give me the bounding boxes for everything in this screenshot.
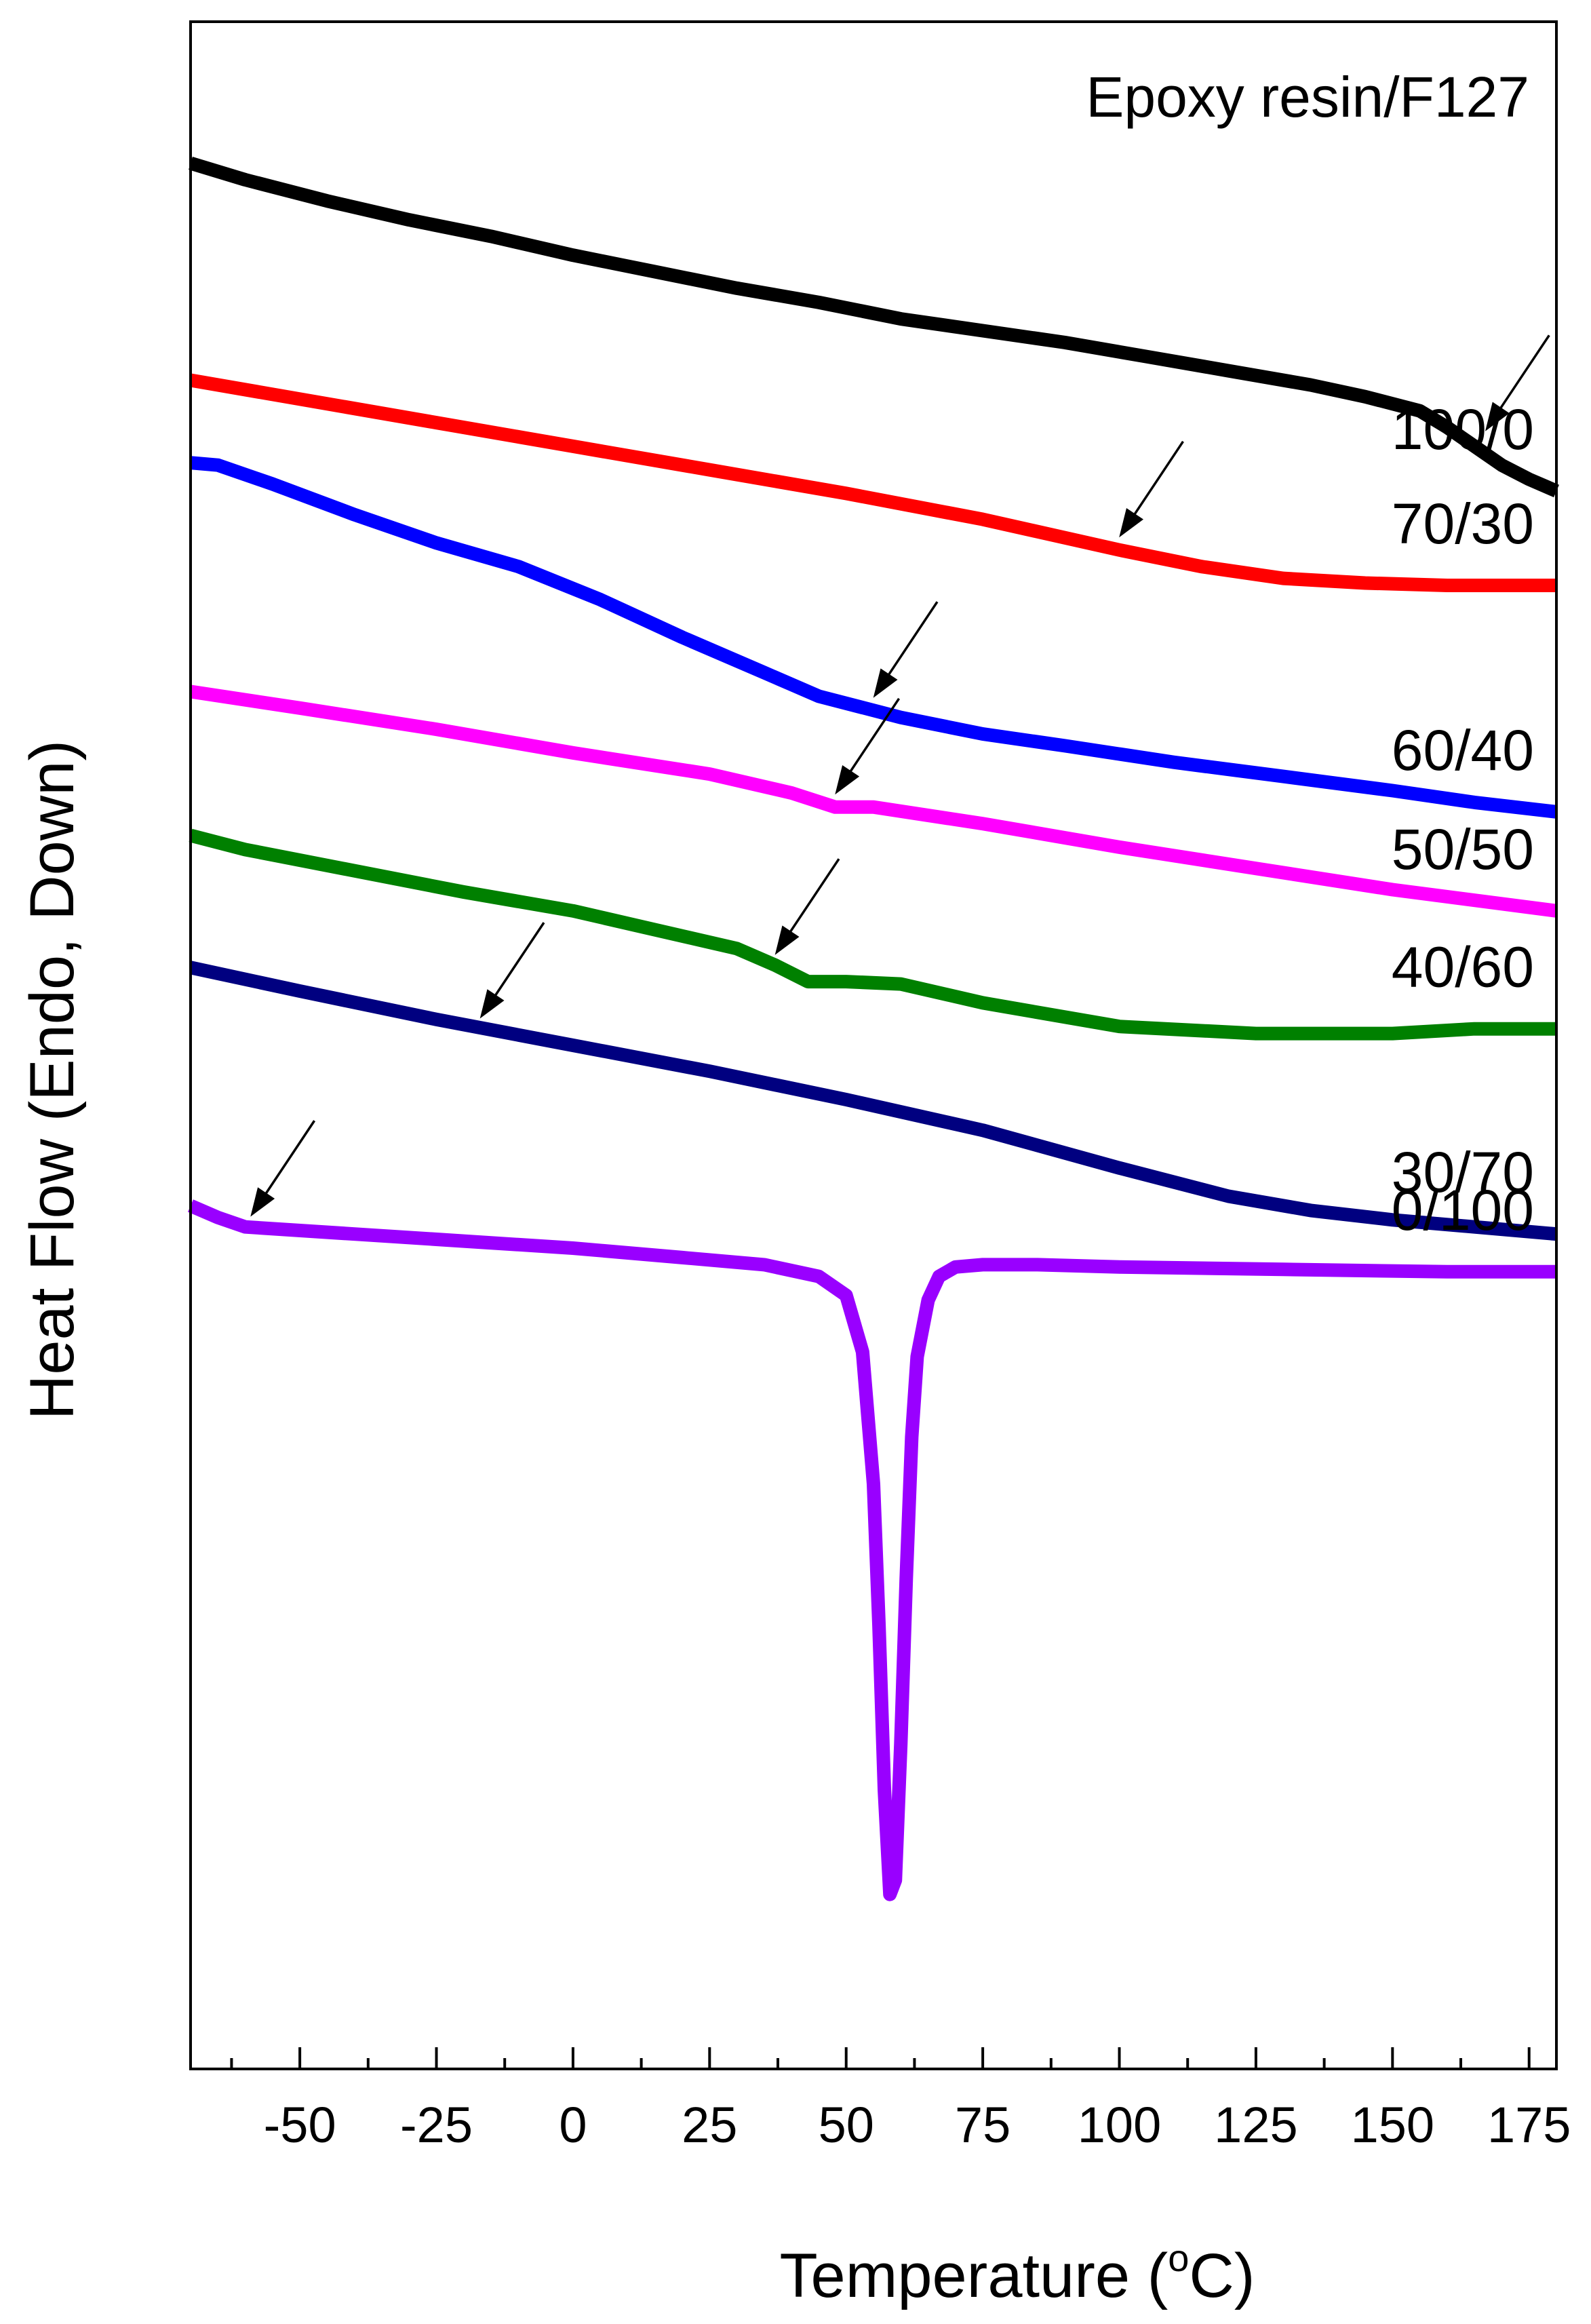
x-tick-label: 150 [1351,2097,1434,2153]
annotation-arrow [883,601,939,682]
plot-frame [189,20,1558,2070]
series-label: 50/50 [1392,817,1534,881]
x-tick-label: 0 [559,2097,587,2153]
annotation-arrow [785,858,840,939]
annotation-arrowhead [1119,508,1143,538]
x-axis-label-degree: o [1168,2236,1189,2279]
annotation-arrowhead [479,989,505,1019]
series-label: 60/40 [1392,718,1534,782]
x-tick-label: -25 [400,2097,473,2153]
x-tick-label: 100 [1078,2097,1161,2153]
series-label: 0/100 [1392,1178,1534,1242]
x-tick-label: -50 [264,2097,336,2153]
annotation-arrow [490,922,545,1003]
series-label: 30/70 [1392,1140,1534,1204]
x-tick-label: 25 [682,2097,737,2153]
x-tick-label: 50 [819,2097,874,2153]
series-line-100-0 [189,157,1559,498]
annotation-arrowhead [774,925,800,955]
annotation-arrow [845,697,901,779]
annotation-arrowhead [1485,402,1510,431]
series-line-60-40 [190,456,1558,819]
x-axis-label-unit: C) [1189,2241,1255,2310]
x-tick-label: 125 [1214,2097,1297,2153]
y-axis-label: Heat Flow (Endo, Down) [18,740,87,1420]
series-line-30-70 [189,961,1557,1241]
annotation-arrow [1495,334,1550,415]
annotation-arrowhead [250,1187,275,1217]
series-line-40-60 [189,828,1556,1041]
x-tick-label: 175 [1487,2097,1571,2153]
annotation-arrowhead [873,668,898,698]
chart-title: Epoxy resin/F127 [1086,65,1529,129]
x-axis-label-main: Temperature ( [780,2241,1168,2310]
x-tick-label: 75 [955,2097,1010,2153]
series-label: 70/30 [1392,492,1534,556]
series-label: 40/60 [1392,935,1534,999]
series-label: 100/0 [1392,398,1534,461]
annotation-arrow [260,1120,316,1201]
series-line-0-100 [188,1199,1556,1901]
series-line-70-30 [189,373,1556,592]
x-axis-label: Temperature (oC) [780,2236,1255,2310]
annotation-arrow [1129,440,1184,522]
series-line-50-50 [189,684,1558,918]
annotation-arrowhead [835,765,860,795]
